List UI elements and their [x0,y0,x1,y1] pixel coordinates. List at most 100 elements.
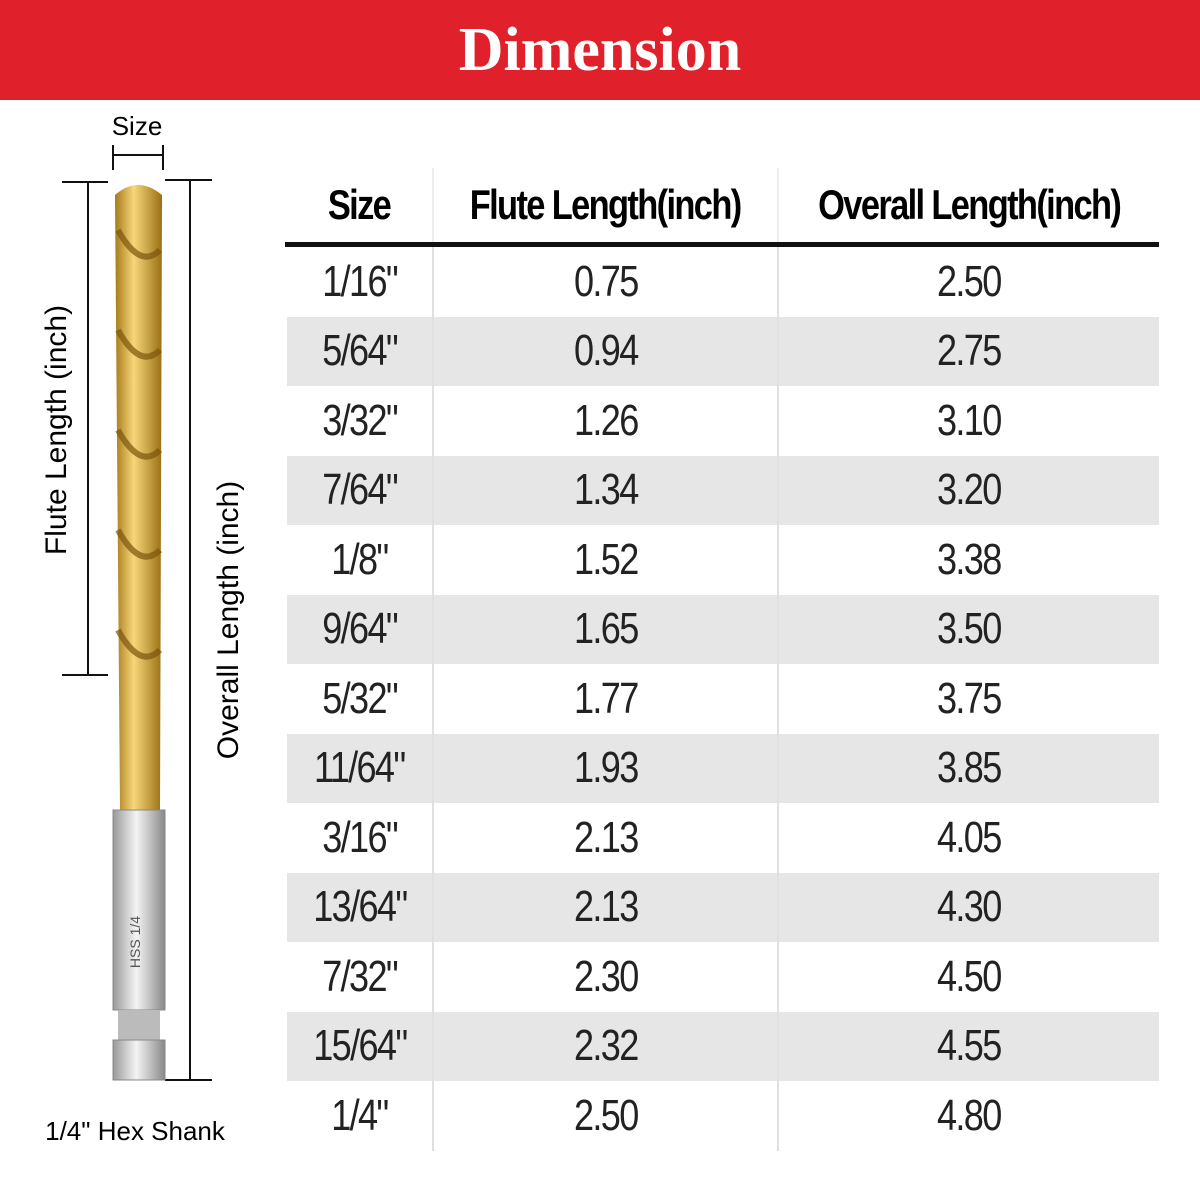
overall-label: Overall Length (inch) [212,481,245,759]
table-row: 7/64" 1.34 3.20 [285,455,1159,525]
table-row: 11/64" 1.93 3.85 [285,733,1159,803]
table-row: 5/64" 0.94 2.75 [285,316,1159,386]
table-cell: 3.20 [777,455,1159,525]
table-cell-text: 3/32" [322,395,398,445]
table-cell-text: 3.85 [937,743,1002,793]
table-cell-text: 0.94 [573,326,639,376]
table-cell: 1.77 [432,664,778,734]
table-cell: 2.50 [777,244,1159,317]
table-cell-text: 2.13 [573,882,639,932]
table-cell-text: 3.75 [937,673,1002,723]
table-cell-text: 1.52 [573,534,639,584]
table-cell-text: 2.32 [573,1021,639,1071]
table-cell: 1.34 [432,455,778,525]
table-cell: 2.13 [432,803,778,873]
table-cell-text: 4.55 [937,1021,1002,1071]
table-cell-text: 1.93 [573,743,639,793]
table-cell: 2.32 [432,1011,778,1081]
table-cell-text: 1/8" [331,534,389,584]
title: Dimension [0,0,1200,100]
table-cell-text: 7/32" [322,951,398,1001]
table-cell-text: 1.77 [573,673,639,723]
table-cell-text: 2.50 [573,1090,639,1140]
table-row: 13/64" 2.13 4.30 [285,872,1159,942]
table-cell-text: 13/64" [312,882,408,932]
table-cell: 1.52 [432,525,778,595]
table-cell-text: 1.34 [573,465,639,515]
table-cell-text: 7/64" [322,465,398,515]
table-cell: 7/64" [285,455,433,525]
table-cell: 15/64" [285,1011,433,1081]
table-cell: 4.55 [777,1011,1159,1081]
table-cell: 1.93 [432,733,778,803]
drill-shank [112,809,166,1011]
table-cell: 2.50 [432,1081,778,1151]
table-cell-text: 1/16" [322,256,398,306]
table-cell-text: 1/4" [331,1090,389,1140]
table-cell-text: 0.75 [573,256,639,306]
table-cell-text: 1.26 [573,395,639,445]
column-header-text: Flute Length(inch) [470,181,742,228]
table-cell-text: 3/16" [322,812,398,862]
table-cell-text: 2.50 [937,256,1002,306]
table-row: 15/64" 2.32 4.55 [285,1011,1159,1081]
table-cell: 3/32" [285,386,433,456]
table-cell-text: 4.30 [937,882,1002,932]
table-row: 7/32" 2.30 4.50 [285,942,1159,1012]
table-cell-text: 3.10 [937,395,1002,445]
flute-label: Flute Length (inch) [40,305,73,555]
table-cell-text: 11/64" [314,743,406,793]
table-row: 3/16" 2.13 4.05 [285,803,1159,873]
shank-label: 1/4" Hex Shank [45,1116,226,1146]
table-cell: 2.13 [432,872,778,942]
table-cell-text: 4.50 [937,951,1002,1001]
table-cell-text: 2.75 [937,326,1002,376]
column-header: Size [286,168,433,247]
table-cell: 1.65 [432,594,778,664]
table-cell: 0.94 [432,316,778,386]
table-row: 1/16" 0.75 2.50 [285,244,1159,317]
table-cell-text: 15/64" [312,1021,408,1071]
table-cell: 11/64" [285,733,433,803]
table-cell: 1.26 [432,386,778,456]
table-cell-text: 4.80 [937,1090,1002,1140]
table-cell-text: 3.38 [937,534,1002,584]
table-cell-text: 5/32" [322,673,398,723]
table-cell: 3.38 [777,525,1159,595]
table-cell: 9/64" [285,594,433,664]
column-header: Flute Length(inch) [432,168,778,247]
table-cell: 4.30 [777,872,1159,942]
table-cell: 4.05 [777,803,1159,873]
table-cell-text: 9/64" [322,604,398,654]
column-header: Overall Length(inch) [777,168,1159,247]
table-row: 1/8" 1.52 3.38 [285,525,1159,595]
table-row: 9/64" 1.65 3.50 [285,594,1159,664]
table-row: 1/4" 2.50 4.80 [285,1081,1159,1151]
table-row: 5/32" 1.77 3.75 [285,664,1159,734]
table-cell: 5/64" [285,316,433,386]
drill-flute [115,185,162,810]
table-cell: 3.50 [777,594,1159,664]
table-cell: 3.10 [777,386,1159,456]
table-cell: 4.80 [777,1081,1159,1151]
table-cell: 2.75 [777,316,1159,386]
column-header-text: Overall Length(inch) [817,181,1122,228]
table-cell-text: 4.05 [937,812,1002,862]
table-cell: 13/64" [285,872,433,942]
dimension-table: Size Flute Length(inch) Overall Length(inc… [285,168,1159,1151]
table-cell-text: 5/64" [322,326,398,376]
table-row: 3/32" 1.26 3.10 [285,386,1159,456]
table-cell: 4.50 [777,942,1159,1012]
size-label: Size [112,111,163,141]
drill-diagram: Size Flute Length (inch) Overall Length … [40,111,245,1146]
table-cell: 2.30 [432,942,778,1012]
table-cell-text: 3.50 [937,604,1002,654]
table-cell: 1/16" [285,244,433,317]
table-cell-text: 3.20 [937,465,1002,515]
table-cell-text: 2.30 [573,951,639,1001]
table-cell: 7/32" [285,942,433,1012]
shank-mark: HSS 1/4 [127,916,143,968]
table-cell: 0.75 [432,244,778,317]
table-cell-text: 2.13 [573,812,639,862]
